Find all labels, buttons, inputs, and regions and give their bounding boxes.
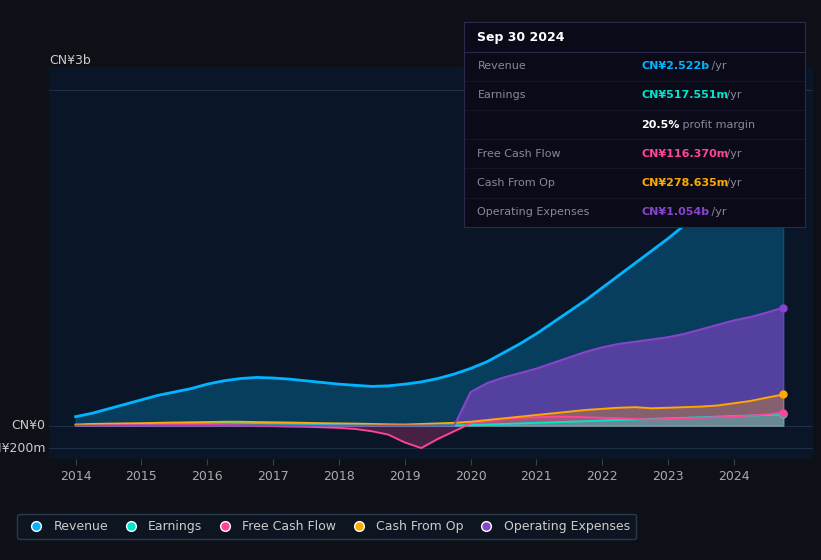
Text: CN¥517.551m: CN¥517.551m xyxy=(641,90,728,100)
Text: CN¥0: CN¥0 xyxy=(11,419,45,432)
Text: Cash From Op: Cash From Op xyxy=(478,178,555,188)
Text: /yr: /yr xyxy=(723,90,742,100)
Text: Operating Expenses: Operating Expenses xyxy=(478,207,589,217)
Text: /yr: /yr xyxy=(709,61,727,71)
Text: CN¥278.635m: CN¥278.635m xyxy=(641,178,728,188)
Text: -CN¥200m: -CN¥200m xyxy=(0,441,45,455)
Text: /yr: /yr xyxy=(723,149,742,159)
Text: CN¥2.522b: CN¥2.522b xyxy=(641,61,709,71)
Text: profit margin: profit margin xyxy=(678,120,754,129)
Text: CN¥116.370m: CN¥116.370m xyxy=(641,149,728,159)
Text: CN¥3b: CN¥3b xyxy=(49,54,91,67)
Text: Revenue: Revenue xyxy=(478,61,526,71)
Text: /yr: /yr xyxy=(723,178,742,188)
Text: /yr: /yr xyxy=(709,207,727,217)
Text: Sep 30 2024: Sep 30 2024 xyxy=(478,30,565,44)
Text: 20.5%: 20.5% xyxy=(641,120,680,129)
Text: Free Cash Flow: Free Cash Flow xyxy=(478,149,561,159)
Text: Earnings: Earnings xyxy=(478,90,526,100)
Text: CN¥1.054b: CN¥1.054b xyxy=(641,207,709,217)
Legend: Revenue, Earnings, Free Cash Flow, Cash From Op, Operating Expenses: Revenue, Earnings, Free Cash Flow, Cash … xyxy=(17,514,636,539)
